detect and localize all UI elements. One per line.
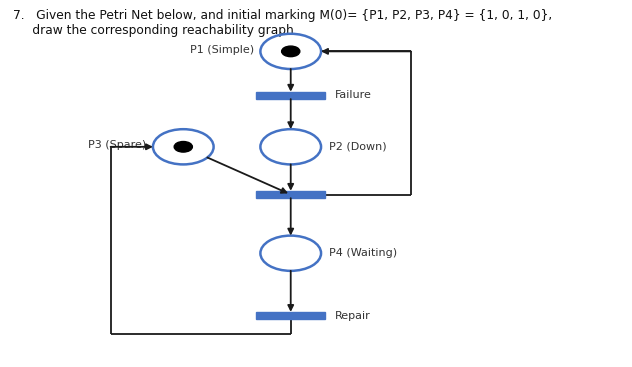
Text: P3 (Spare): P3 (Spare) <box>88 140 147 150</box>
Text: draw the corresponding reachability graph.: draw the corresponding reachability grap… <box>13 24 297 37</box>
Circle shape <box>174 142 192 152</box>
Bar <box>256 191 325 198</box>
Bar <box>256 92 325 99</box>
Text: Repair: Repair <box>335 310 371 321</box>
Circle shape <box>282 46 300 57</box>
Bar <box>256 312 325 319</box>
Text: P2 (Down): P2 (Down) <box>329 142 386 152</box>
Text: P1 (Simple): P1 (Simple) <box>190 44 254 55</box>
Text: P4 (Waiting): P4 (Waiting) <box>329 248 397 258</box>
Text: 7.   Given the Petri Net below, and initial marking M(0)= {P1, P2, P3, P4} = {1,: 7. Given the Petri Net below, and initia… <box>13 9 552 22</box>
Text: Failure: Failure <box>335 90 372 101</box>
